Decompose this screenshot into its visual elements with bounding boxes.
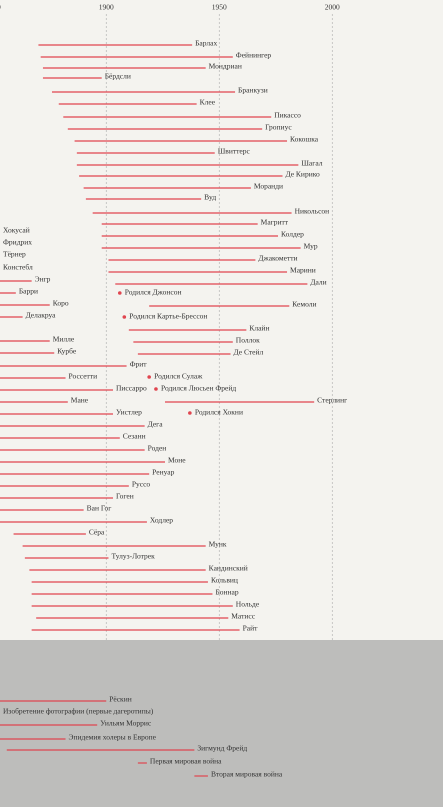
lifespan-label: Клайн <box>249 324 269 333</box>
birth-label: Родился Люсьен Фрейд <box>161 384 236 393</box>
birth-dot <box>122 315 127 319</box>
lifespan-label: Никольсон <box>295 207 330 216</box>
lifespan-label: Де Стейл <box>234 348 264 357</box>
context-span-label: Рёскин <box>109 695 131 704</box>
lifespan-label: Писсарро <box>116 384 147 393</box>
lifespan-label: Райт <box>243 624 259 633</box>
lifespan-label: Боннар <box>215 588 238 597</box>
lifespan-label: Шагал <box>301 159 322 168</box>
lifespan-label: Мур <box>304 242 318 251</box>
lifespan-label: Милле <box>53 335 75 344</box>
page-background <box>0 0 443 640</box>
lifespan-label: Нольде <box>236 600 260 609</box>
lifespan-label: Дега <box>148 420 164 429</box>
lifespan-label: Пикассо <box>274 111 301 120</box>
lifespan-label: Кемоли <box>292 300 316 309</box>
x-tick-label: 2000 <box>325 3 340 12</box>
lifespan-label: Барлах <box>195 39 217 48</box>
lifespan-label: Курбе <box>57 347 77 356</box>
lifespan-label: Фрит <box>130 360 148 369</box>
lifespan-label: Хокусай <box>3 226 30 235</box>
birth-dot <box>154 387 158 391</box>
lifespan-label: Делакруа <box>26 311 57 320</box>
lifespan-label: Дали <box>310 278 326 287</box>
lifespan-label: Моне <box>168 456 186 465</box>
lifespan-label: Тёрнер <box>3 250 26 259</box>
lifespan-label: Барри <box>19 287 38 296</box>
lifespan-label: Колдер <box>281 230 304 239</box>
x-tick-label: 1900 <box>99 3 114 12</box>
lifespan-label: Поллок <box>236 336 260 345</box>
birth-label: Родился Картье-Брессон <box>129 312 207 321</box>
context-panel <box>0 640 443 807</box>
lifespan-label: Стерлинг <box>317 396 347 405</box>
lifespan-label: Швиттерс <box>218 147 251 156</box>
lifespan-label: Россетти <box>69 372 98 381</box>
lifespan-label: Фридрих <box>3 238 32 247</box>
lifespan-label: Марини <box>290 266 316 275</box>
lifespan-label: Фейнингер <box>236 51 272 60</box>
lifespan-label: Кандинский <box>209 564 248 573</box>
birth-dot <box>188 411 192 415</box>
birth-label: Родился Сулаж <box>154 372 203 381</box>
birth-label: Родился Джонсон <box>125 288 182 297</box>
lifespan-label: Вуд <box>204 193 216 202</box>
lifespan-label: Кокошка <box>290 135 319 144</box>
birth-dot <box>147 375 151 379</box>
lifespan-label: Сезанн <box>123 432 146 441</box>
lifespan-label: Моранди <box>254 182 283 191</box>
context-span-label: Уильям Моррис <box>100 719 152 728</box>
lifespan-label: Тулуз-Лотрек <box>111 552 155 561</box>
lifespan-label: Мане <box>71 396 89 405</box>
context-span-label: Первая мировая война <box>150 757 222 766</box>
lifespan-label: Клее <box>200 98 216 107</box>
context-span-label: Вторая мировая война <box>211 770 283 779</box>
lifespan-label: Роден <box>148 444 167 453</box>
birth-label: Родился Хокни <box>195 408 243 417</box>
lifespan-label: Сёра <box>89 528 105 537</box>
lifespan-label: Бранкузи <box>238 86 268 95</box>
lifespan-label: Матисс <box>231 612 255 621</box>
birth-dot <box>117 291 122 295</box>
lifespan-label: Ренуар <box>152 468 174 477</box>
x-tick-label: 1950 <box>212 3 227 12</box>
lifespan-label: Кольвиц <box>211 576 238 585</box>
lifespan-label: Мунк <box>209 540 227 549</box>
lifespan-label: Коро <box>53 299 69 308</box>
lifespan-label: Гропиус <box>265 123 292 132</box>
context-span-label: Эпидемия холеры в Европе <box>69 733 157 742</box>
lifespan-label: Руссо <box>132 480 151 489</box>
lifespan-label: Энгр <box>35 275 51 284</box>
x-tick-label: 1850 <box>0 3 1 12</box>
lifespan-label: Магритт <box>261 218 289 227</box>
lifespan-label: Уистлер <box>116 408 142 417</box>
lifespan-label: Констебл <box>3 263 33 272</box>
lifespan-label: Бёрдсли <box>105 72 131 81</box>
context-span-label: Изобретение фотографии (первые дагеротип… <box>3 707 154 716</box>
lifespan-label: Гоген <box>116 492 134 501</box>
lifespan-label: Де Кирико <box>286 170 320 179</box>
lifespan-label: Ходлер <box>150 516 173 525</box>
context-span-label: Зигмунд Фрейд <box>197 744 247 753</box>
lifespan-label: Ван Гог <box>87 504 112 513</box>
lifespan-label: Мондриан <box>209 62 242 71</box>
lifespan-label: Джакометти <box>258 254 297 263</box>
